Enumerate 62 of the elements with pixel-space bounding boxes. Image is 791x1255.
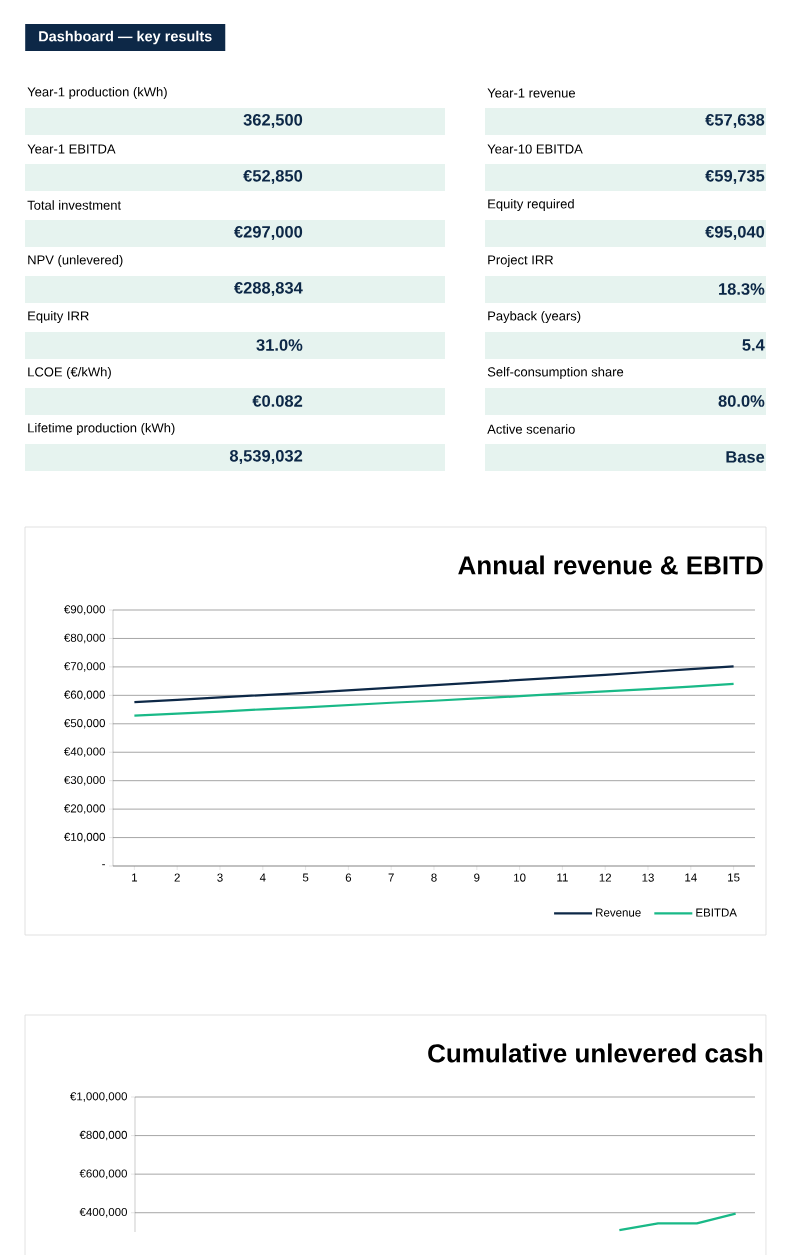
text: Year-1 production (kWh) [27,86,167,100]
text: €95,040 [705,225,765,241]
x-tick-label: 2 [174,873,180,882]
x-tick-label: 1 [132,873,138,882]
text: Year-10 EBITDA [487,144,583,154]
text: €59,735 [705,169,765,185]
y-tick-label: €30,000 [63,775,106,786]
text: Lifetime production (kWh) [28,422,175,436]
x-tick-label: 11 [557,873,568,882]
text: Year-1 revenue [487,88,576,98]
text: NPV (unlevered) [28,254,123,268]
y-tick-label: €10,000 [63,832,106,843]
x-tick-label: 9 [474,873,480,882]
legend-label: EBITDA [696,908,737,917]
y-tick-label: €20,000 [63,804,106,814]
chart-title: Annual revenue & EBITD [458,555,763,575]
y-tick-label: €400,000 [79,1207,127,1218]
text: €52,850 [243,169,303,185]
text: Total investment [27,200,122,210]
x-tick-label: 7 [388,873,394,882]
x-tick-label: 5 [302,873,309,882]
y-tick-label: €60,000 [63,690,106,701]
x-tick-label: 13 [642,873,654,882]
y-tick-label: €90,000 [63,605,106,615]
y-tick-label: €1,000,000 [70,1092,127,1102]
y-tick-label: €80,000 [63,633,106,644]
text: 362,500 [243,113,303,129]
text: 31.0% [256,339,303,351]
text: €57,638 [705,113,765,129]
y-tick-label: €50,000 [63,719,106,729]
text: LCOE (€/kWh) [28,366,111,380]
text: Equity IRR [28,310,89,324]
y-tick-label: €70,000 [63,662,106,672]
text: 8,539,032 [229,449,303,465]
x-tick-label: 15 [728,873,740,882]
y-tick-label: €40,000 [63,747,106,757]
text: €297,000 [234,225,303,241]
text: Year-1 EBITDA [27,144,116,154]
text: 80.0% [718,395,765,407]
x-tick-label: 12 [599,873,612,882]
text: Equity required [488,198,574,212]
x-tick-label: 3 [217,873,223,882]
text: 18.3% [719,283,765,295]
text: Project IRR [488,254,554,268]
legend-label: Revenue [596,908,641,917]
x-tick-label: 4 [259,873,266,882]
text: Base [726,451,765,463]
text: Active scenario [487,424,575,434]
x-tick-label: 14 [685,873,697,882]
text: 5.4 [742,339,765,351]
x-tick-label: 6 [345,873,352,882]
text: Dashboard — key results [39,30,212,45]
text: Self-consumption share [487,366,624,380]
x-tick-label: 10 [514,873,526,882]
y-tick-label: - [102,864,105,866]
text: €0.082 [252,395,303,407]
chart-title: Cumulative unlevered cash [428,1043,763,1063]
y-tick-label: €600,000 [79,1169,127,1179]
y-tick-label: €800,000 [79,1130,127,1141]
text: €288,834 [234,281,303,297]
text: Payback (years) [488,310,581,324]
x-tick-label: 8 [431,873,437,882]
